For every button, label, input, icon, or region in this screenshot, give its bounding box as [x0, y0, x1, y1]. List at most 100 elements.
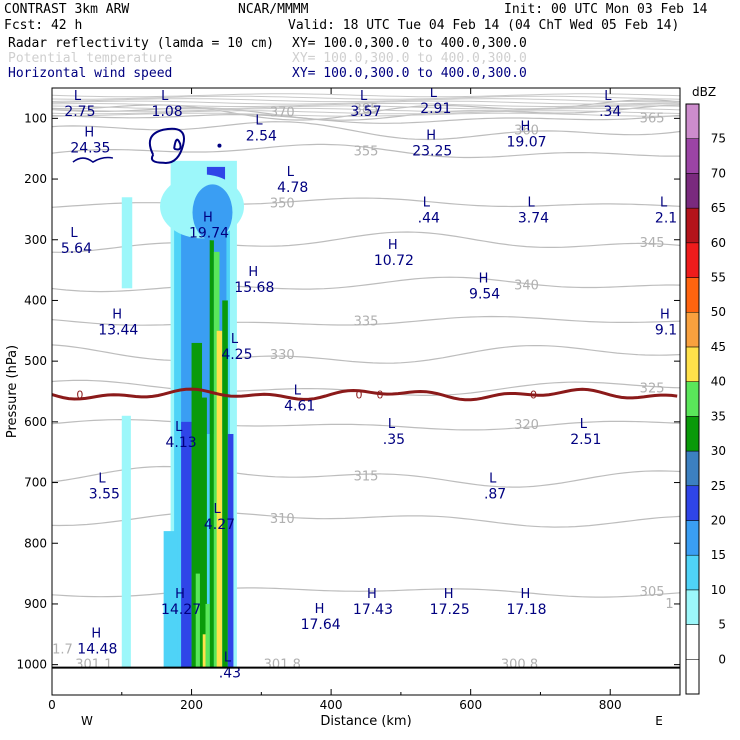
theta-label: 320 [514, 418, 539, 433]
x-tick-label: 400 [320, 698, 343, 712]
y-tick-label: 900 [24, 597, 47, 611]
colorbar-swatch [685, 416, 700, 452]
plot-frame [51, 87, 681, 696]
extremum-marker-L: L [224, 651, 232, 666]
extremum-value: 14.48 [77, 641, 117, 657]
extremum-marker-L: L [98, 472, 106, 487]
theta-label: 315 [354, 469, 379, 484]
reflectivity-cell [205, 603, 210, 668]
extremum-marker-L: L [423, 195, 431, 210]
extremum-value: 10.72 [374, 253, 414, 269]
extremum-value: 17.64 [301, 617, 341, 633]
colorbar-swatch-below [685, 659, 700, 695]
wind-contour [173, 138, 182, 151]
theta-contour-line-strato [52, 107, 680, 112]
colorbar-swatch [685, 207, 700, 244]
reflectivity-cell [216, 330, 223, 668]
colorbar-swatch [685, 242, 700, 278]
field-xy-reflectivity: XY= 100.0,300.0 to 400.0,300.0 [292, 36, 527, 51]
theta-contour-line [52, 276, 680, 293]
extremum-marker-L: L [213, 502, 221, 517]
init-time: Init: 00 UTC Mon 03 Feb 14 [504, 2, 708, 17]
colorbar-swatch [685, 381, 700, 417]
zero-label: 0 [530, 389, 537, 402]
extremum-marker-H: H [248, 265, 258, 280]
extremum-value: 4.13 [166, 435, 197, 451]
extremum-value: 19.07 [506, 135, 546, 151]
theta-label: 360 [514, 123, 539, 138]
reflectivity-cell [195, 573, 200, 668]
theta-label: 370 [270, 105, 295, 120]
reflectivity-shading [121, 160, 245, 668]
colorbar-level-label: 30 [711, 444, 726, 458]
field-xy-theta: XY= 100.0,300.0 to 400.0,300.0 [292, 51, 527, 66]
extremum-marker-L: L [287, 165, 295, 180]
reflectivity-cell [222, 300, 228, 668]
wind-contour [72, 156, 114, 163]
y-tick-label: 600 [24, 415, 47, 429]
east-label: E [655, 714, 663, 728]
colorbar-level-label: 10 [711, 583, 726, 597]
theta-contour-line [52, 587, 680, 598]
extremum-value: 2.75 [64, 104, 95, 120]
reflectivity-cell [163, 531, 178, 668]
extremum-value: .43 [219, 666, 241, 682]
extremum-value: 23.25 [412, 144, 452, 160]
field-label-reflectivity: Radar reflectivity (lamda = 10 cm) [8, 36, 275, 51]
colorbar-level-label: 35 [711, 409, 726, 423]
extremum-marker-L: L [70, 226, 78, 241]
faint-label: 1.7 [52, 642, 73, 657]
colorbar-swatch [685, 589, 700, 625]
reflectivity-cell [181, 421, 192, 668]
theta-label: 365 [640, 111, 665, 126]
reflectivity-cell [121, 415, 131, 668]
theta-contour-line-strato [52, 103, 680, 107]
extremum-marker-H: H [84, 126, 94, 141]
wind-contour [148, 127, 185, 164]
extremum-marker-L: L [294, 384, 302, 399]
extremum-value: .35 [383, 432, 405, 448]
theta-contour-line [52, 143, 680, 159]
theta-label: 350 [270, 196, 295, 211]
extremum-marker-H: H [444, 587, 454, 602]
theta-label: 355 [354, 145, 379, 160]
zero-label: 0 [376, 389, 383, 402]
reflectivity-cell [191, 342, 203, 668]
extremum-marker-H: H [426, 129, 436, 144]
theta-contour-line-strato [52, 95, 680, 100]
extremum-value: 17.25 [430, 602, 470, 618]
colorbar-level-label: 25 [711, 479, 726, 493]
x-tick-label: 200 [180, 698, 203, 712]
faint-label: 1 [665, 597, 673, 612]
colorbar-level-label: 20 [711, 513, 726, 527]
theta-contour-line [52, 344, 680, 364]
extremum-value: 1.08 [152, 104, 183, 120]
theta-contour-line-strato [52, 98, 680, 103]
wind-speed-contours [72, 127, 222, 164]
colorbar-level-label: 60 [711, 236, 726, 250]
extremum-marker-L: L [161, 89, 169, 104]
theta-label: 385 [354, 102, 379, 117]
y-axis-label: Pressure (hPa) [5, 345, 20, 438]
extremum-marker-H: H [315, 602, 325, 617]
forecast-hour: Fcst: 42 h [4, 18, 83, 33]
colorbar-swatch [685, 138, 700, 174]
colorbar-level-label: 65 [711, 201, 726, 215]
theta-contour-line [52, 104, 680, 121]
field-label-theta: Potential temperature [8, 51, 173, 66]
colorbar-unit: dBZ [692, 85, 716, 99]
theta-contour-line [52, 231, 680, 253]
colorbar-swatch [685, 311, 700, 348]
y-tick-label: 100 [24, 111, 47, 125]
theta-label: 325 [640, 381, 665, 396]
theta-label: 305 [640, 585, 665, 600]
extremum-value: 2.54 [246, 128, 277, 144]
reflectivity-cell [121, 197, 133, 289]
extremum-marker-H: H [520, 587, 530, 602]
zero-label: 0 [356, 389, 363, 402]
extremum-value: 9.54 [469, 286, 500, 302]
